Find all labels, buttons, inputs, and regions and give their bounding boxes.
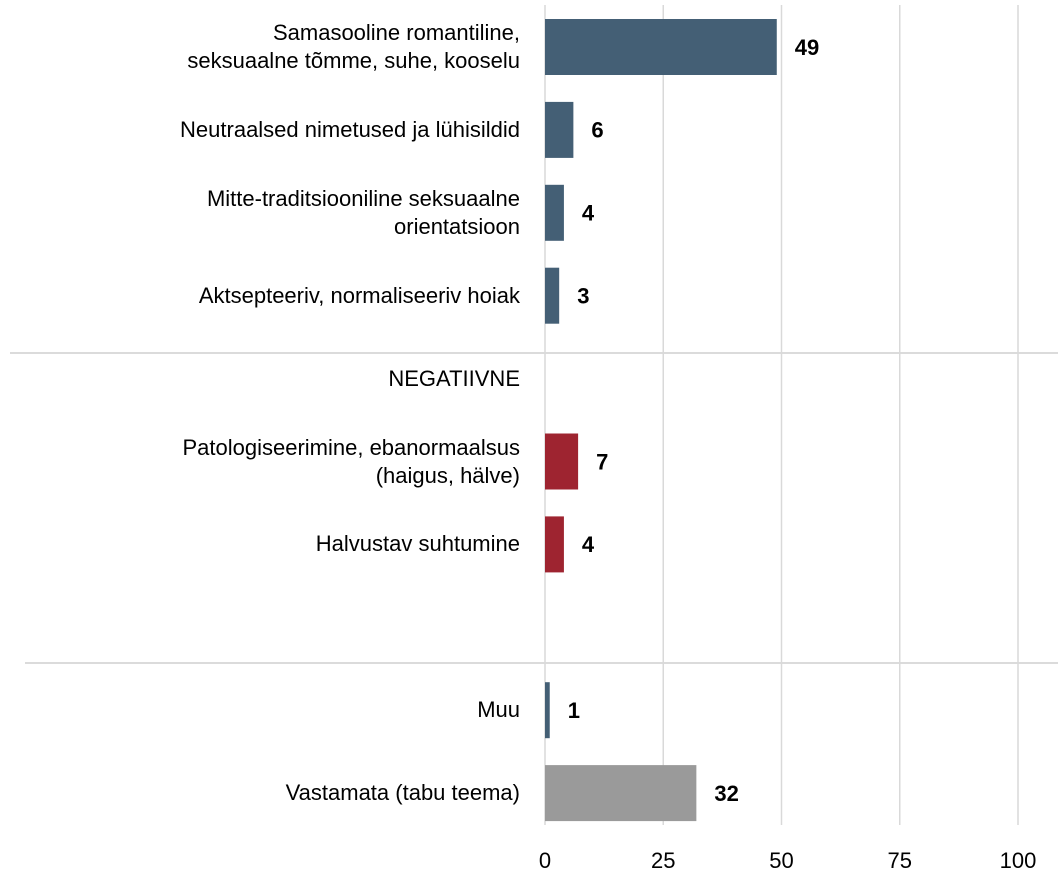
value-label: 49 xyxy=(795,35,819,60)
category-label: Neutraalsed nimetused ja lühisildid xyxy=(180,116,520,142)
x-tick-label: 100 xyxy=(1000,848,1037,873)
value-label: 6 xyxy=(591,118,603,143)
category-label: Muu xyxy=(477,697,520,723)
category-label: Patologiseerimine, ebanormaalsus (haigus… xyxy=(182,434,520,488)
value-label: 3 xyxy=(577,284,589,309)
bar xyxy=(545,682,550,739)
category-label: Halvustav suhtumine xyxy=(315,531,520,557)
bar xyxy=(545,19,777,75)
bar xyxy=(545,516,564,573)
bar xyxy=(545,267,560,324)
category-label: Aktsepteeriv, normaliseeriv hoiak xyxy=(198,282,520,308)
bar xyxy=(545,184,564,241)
category-label: Samasooline romantiline, seksuaalne tõmm… xyxy=(187,20,520,73)
x-tick-label: 75 xyxy=(888,848,912,873)
bar xyxy=(545,433,579,490)
x-tick-label: 50 xyxy=(769,848,793,873)
value-label: 32 xyxy=(714,781,738,806)
category-label: Mitte-traditsiooniline seksuaalne orient… xyxy=(206,185,520,239)
value-label: 4 xyxy=(582,201,595,226)
category-label: Vastamata (tabu teema) xyxy=(285,780,520,806)
category-label: NEGATIIVNE xyxy=(388,365,520,391)
value-label: 4 xyxy=(582,532,595,557)
x-tick-label: 0 xyxy=(539,848,551,873)
x-tick-label: 25 xyxy=(651,848,675,873)
bar xyxy=(545,765,697,822)
value-label: 1 xyxy=(568,698,580,723)
value-label: 7 xyxy=(596,449,608,474)
bar xyxy=(545,101,574,158)
